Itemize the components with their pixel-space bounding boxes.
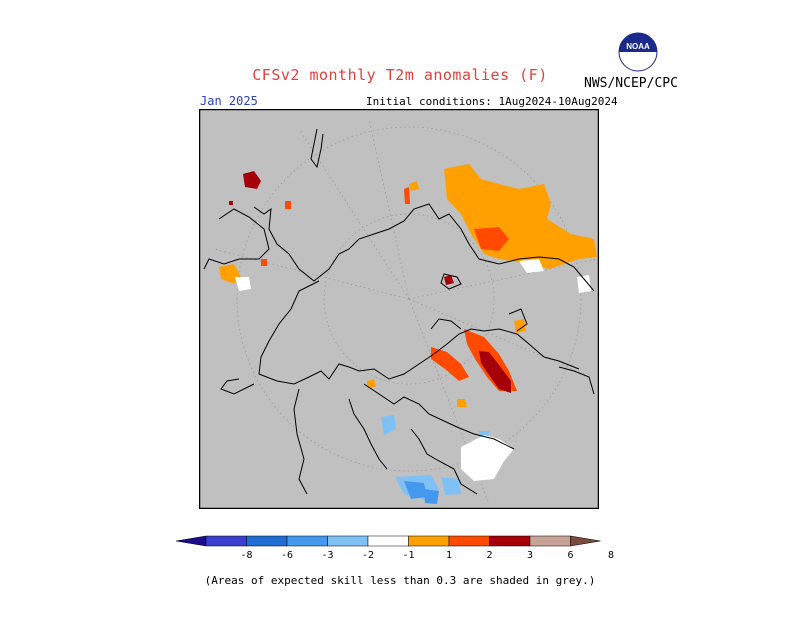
colorbar-box	[286, 535, 328, 547]
colorbar-arrow-low	[175, 535, 207, 547]
colorbar-tick-label: 1	[446, 550, 452, 561]
map-frame	[198, 108, 600, 510]
colorbar-tick-label: -8	[240, 550, 252, 561]
anomaly-cold-neg2	[404, 481, 439, 504]
initial-conditions: Initial conditions: 1Aug2024-10Aug2024	[366, 95, 618, 108]
map-title: CFSv2 monthly T2m anomalies (F)	[252, 66, 548, 84]
graticule	[213, 118, 598, 505]
skill-footnote: (Areas of expected skill less than 0.3 a…	[204, 574, 596, 587]
colorbar-tick-label: -6	[281, 550, 293, 561]
colorbar-tick-label: -2	[362, 550, 374, 561]
coastlines	[203, 128, 595, 495]
colorbar-tick-label: 2	[486, 550, 492, 561]
polar-map-svg	[198, 108, 600, 510]
anomaly-map	[198, 108, 600, 510]
colorbar-tick-label: 6	[567, 550, 573, 561]
colorbar: -8 -6 -3 -2 -1 1 2 3 6 8	[170, 532, 630, 562]
anomaly-warm-3to6	[229, 171, 511, 393]
colorbar-box	[367, 535, 409, 547]
colorbar-box	[246, 535, 288, 547]
colorbar-tick-label: 3	[527, 550, 533, 561]
colorbar-svg: -8 -6 -3 -2 -1 1 2 3 6 8	[175, 535, 614, 561]
colorbar-tick-label: -1	[402, 550, 414, 561]
colorbar-arrow-high	[570, 535, 601, 547]
colorbar-box	[489, 535, 531, 547]
colorbar-box	[529, 535, 571, 547]
colorbar-box	[408, 535, 450, 547]
anomaly-near-normal	[235, 259, 591, 481]
noaa-logo: NOAA	[618, 32, 658, 72]
valid-month: Jan 2025	[200, 94, 258, 108]
map-background	[199, 109, 599, 509]
colorbar-box	[327, 535, 369, 547]
colorbar-tick-label: 8	[608, 550, 614, 561]
agency-label: NWS/NCEP/CPC	[584, 76, 678, 91]
noaa-logo-text: NOAA	[626, 42, 650, 51]
colorbar-box	[205, 535, 247, 547]
colorbar-tick-label: -3	[321, 550, 333, 561]
colorbar-box	[448, 535, 490, 547]
